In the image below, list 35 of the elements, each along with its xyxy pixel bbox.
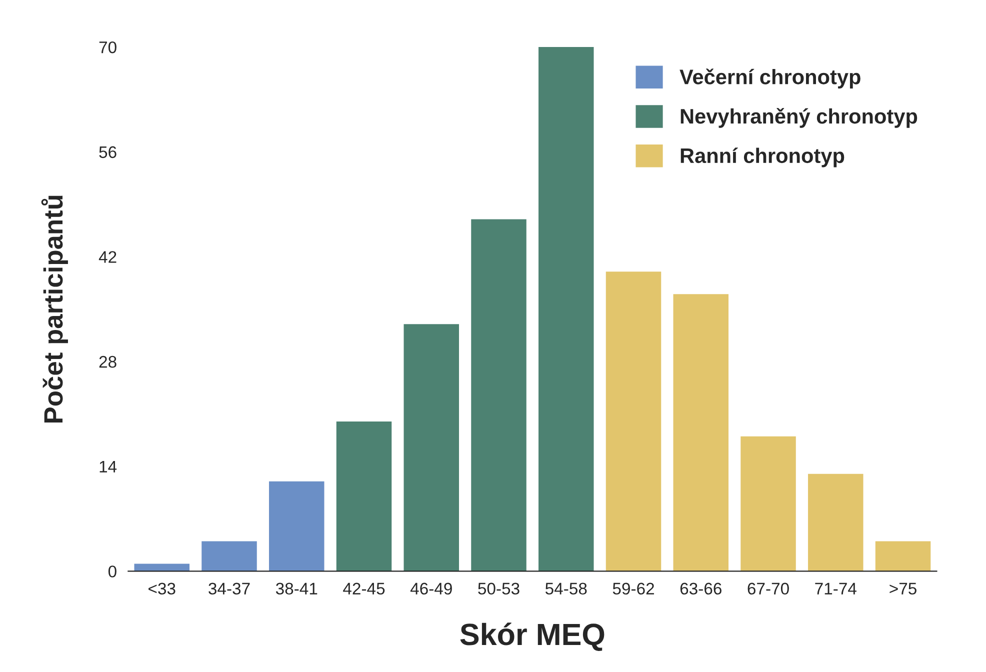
- bar: [538, 47, 594, 572]
- y-tick-label: 14: [100, 460, 117, 472]
- y-tick-label: 56: [99, 146, 116, 158]
- x-tick-label: 34-37: [208, 582, 250, 595]
- legend-label: Ranní chronotyp: [680, 148, 844, 168]
- bar: [808, 474, 864, 572]
- y-axis-title: Počet participantů: [41, 196, 68, 422]
- x-tick-label: 38-41: [276, 582, 318, 595]
- x-tick-label: <33: [148, 582, 176, 595]
- x-tick-label: 59-62: [612, 582, 654, 595]
- bar: [404, 324, 459, 572]
- x-tick-label: 71-74: [815, 582, 856, 594]
- bar: [336, 421, 392, 572]
- x-tick-label: 67-70: [748, 582, 789, 595]
- x-tick-label: 46-49: [410, 582, 452, 595]
- y-tick-label: 42: [98, 251, 116, 263]
- x-tick-label: 63-66: [680, 582, 722, 595]
- x-tick-label: 54-58: [545, 582, 587, 595]
- y-tick-label: 28: [99, 356, 116, 368]
- x-axis-title: Skór MEQ: [460, 622, 604, 651]
- legend-label: Nevyhraněný chronotyp: [680, 108, 918, 128]
- bar: [606, 272, 662, 572]
- bar: [268, 481, 324, 572]
- bar: [134, 564, 190, 572]
- x-tick-label: >75: [890, 582, 916, 595]
- bar: [471, 219, 526, 572]
- bar: [673, 294, 729, 572]
- bar: [875, 541, 931, 572]
- x-tick-label: 50-53: [478, 582, 520, 595]
- y-tick-label: 0: [108, 566, 116, 578]
- bar: [740, 436, 796, 572]
- y-tick-label: 70: [99, 41, 116, 54]
- bar: [202, 541, 257, 572]
- x-tick-label: 42-45: [343, 582, 385, 595]
- legend-label: Večerní chronotyp: [680, 68, 860, 88]
